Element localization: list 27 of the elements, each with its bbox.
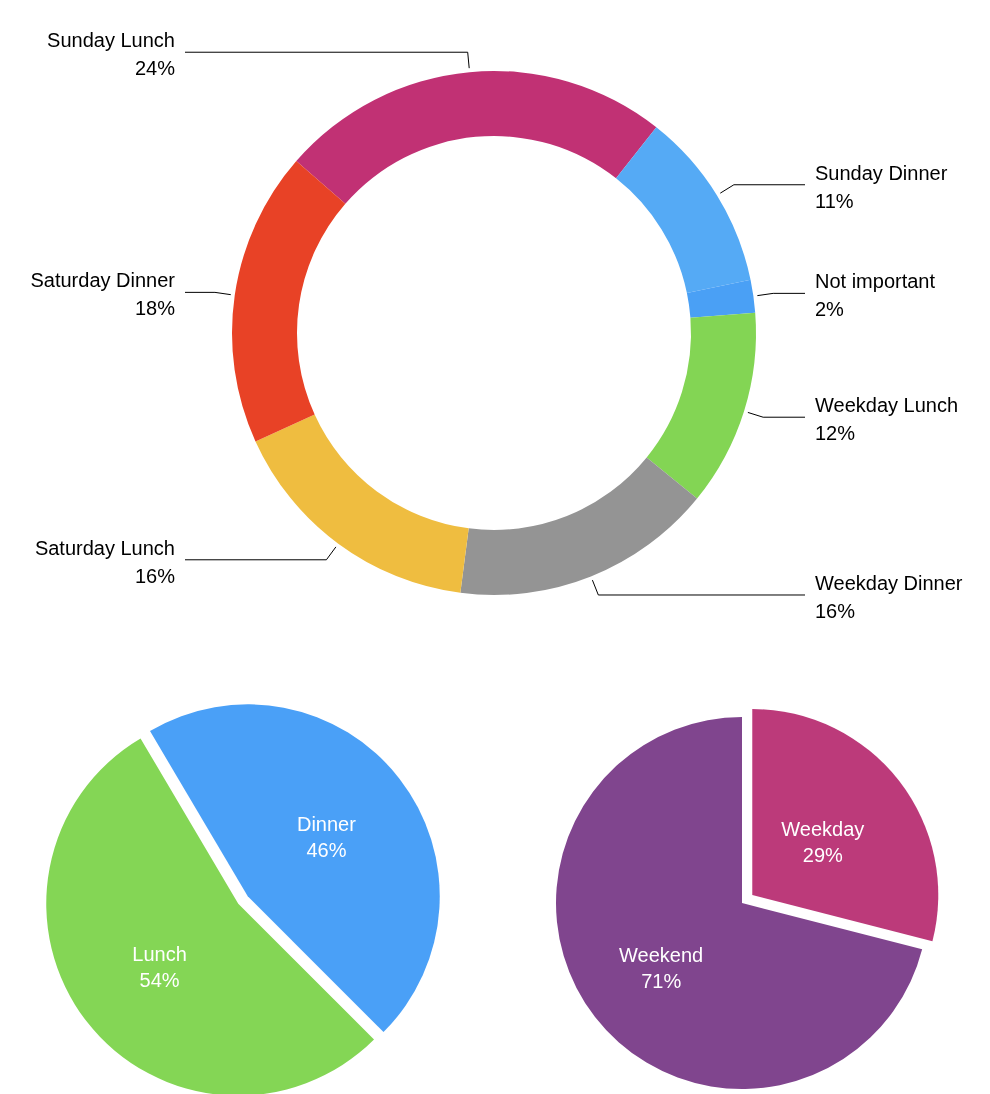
data-label: 11% [815, 189, 854, 212]
slice-label: Weekday [781, 818, 865, 841]
data-label: 12% [815, 422, 856, 445]
donut-slice [232, 161, 346, 442]
slice-label: Lunch [132, 942, 187, 965]
slice-label: Weekend [619, 943, 704, 966]
data-label: 71% [641, 969, 682, 992]
slice-label: Not important [815, 270, 936, 293]
donut-slice [460, 457, 698, 595]
donut-slice [255, 414, 469, 593]
data-label: 16% [134, 564, 176, 587]
slice-label: Sunday Lunch [47, 29, 175, 52]
data-label: 54% [139, 968, 180, 991]
slice-label: Dinner [296, 813, 357, 836]
slice-label: Sunday Dinner [815, 161, 948, 184]
data-label: 29% [802, 844, 844, 867]
data-label: 16% [815, 599, 856, 622]
donut-slice [296, 71, 657, 204]
data-label: 2% [815, 298, 845, 321]
data-label: 46% [306, 839, 347, 862]
slice-label: Weekday Lunch [815, 394, 959, 417]
data-label: 18% [134, 297, 176, 320]
donut-slice [646, 312, 756, 499]
slice-label: Saturday Dinner [30, 269, 176, 292]
slice-label: Saturday Lunch [34, 536, 175, 559]
data-label: 24% [134, 57, 176, 80]
slice-label: Weekday Dinner [815, 571, 963, 594]
